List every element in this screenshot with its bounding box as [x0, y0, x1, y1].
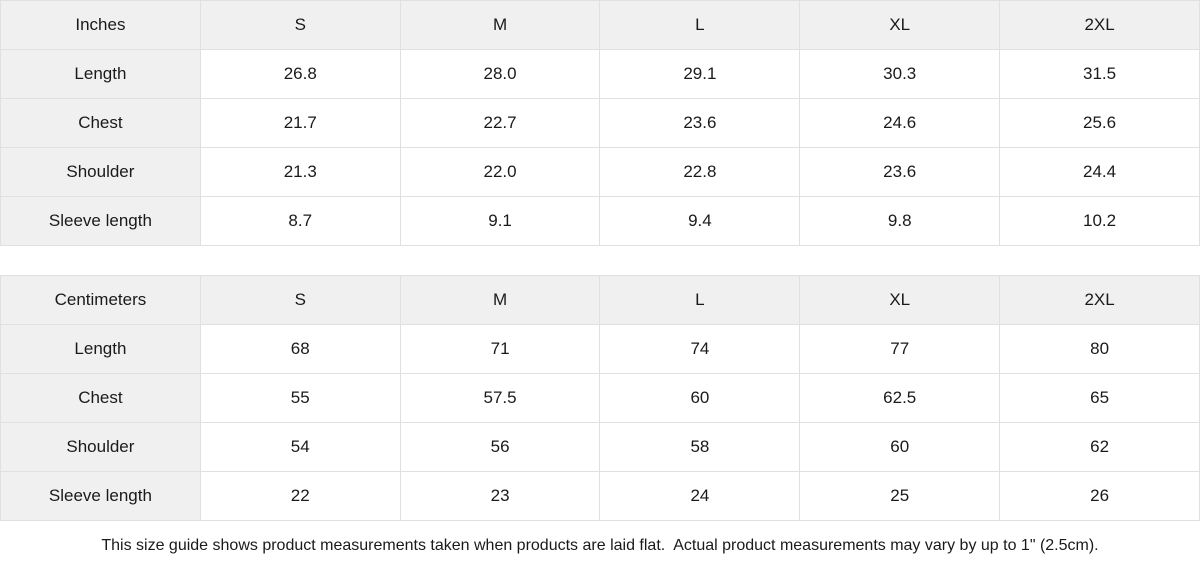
value-cell: 10.2	[999, 196, 1200, 246]
size-header-cell: 2XL	[999, 275, 1200, 325]
header-row: Inches S M L XL 2XL	[0, 0, 1200, 50]
value-cell: 22	[199, 471, 401, 521]
value-cell: 22.0	[399, 147, 601, 197]
row-label-cell: Length	[0, 324, 201, 374]
value-cell: 22.7	[399, 98, 601, 148]
size-header-cell: L	[599, 275, 801, 325]
measurement-row: Shoulder 21.3 22.0 22.8 23.6 24.4	[0, 147, 1200, 197]
value-cell: 30.3	[799, 49, 1001, 99]
inches-table: Inches S M L XL 2XL Length 26.8 28.0 29.1 30.3 31.5…	[0, 0, 1200, 246]
table-gap	[0, 246, 1200, 275]
value-cell: 57.5	[399, 373, 601, 423]
row-label-cell: Chest	[0, 98, 201, 148]
value-cell: 26	[999, 471, 1200, 521]
measurement-row: Shoulder 54 56 58 60 62	[0, 422, 1200, 472]
value-cell: 24.6	[799, 98, 1001, 148]
value-cell: 23.6	[799, 147, 1001, 197]
unit-header-cell: Centimeters	[0, 275, 201, 325]
value-cell: 23	[399, 471, 601, 521]
value-cell: 56	[399, 422, 601, 472]
value-cell: 25.6	[999, 98, 1200, 148]
value-cell: 24.4	[999, 147, 1200, 197]
value-cell: 29.1	[599, 49, 801, 99]
row-label-cell: Length	[0, 49, 201, 99]
value-cell: 22.8	[599, 147, 801, 197]
size-header-cell: L	[599, 0, 801, 50]
measurement-row: Sleeve length 22 23 24 25 26	[0, 471, 1200, 521]
value-cell: 58	[599, 422, 801, 472]
header-row: Centimeters S M L XL 2XL	[0, 275, 1200, 325]
row-label-cell: Sleeve length	[0, 471, 201, 521]
value-cell: 24	[599, 471, 801, 521]
row-label-cell: Shoulder	[0, 422, 201, 472]
row-label-cell: Sleeve length	[0, 196, 201, 246]
measurement-row: Chest 21.7 22.7 23.6 24.6 25.6	[0, 98, 1200, 148]
value-cell: 9.4	[599, 196, 801, 246]
value-cell: 31.5	[999, 49, 1200, 99]
value-cell: 8.7	[199, 196, 401, 246]
measurement-row: Length 26.8 28.0 29.1 30.3 31.5	[0, 49, 1200, 99]
value-cell: 54	[199, 422, 401, 472]
size-header-cell: XL	[799, 0, 1001, 50]
value-cell: 65	[999, 373, 1200, 423]
value-cell: 60	[799, 422, 1001, 472]
size-header-cell: S	[199, 0, 401, 50]
value-cell: 55	[199, 373, 401, 423]
value-cell: 26.8	[199, 49, 401, 99]
value-cell: 62	[999, 422, 1200, 472]
measurement-row: Sleeve length 8.7 9.1 9.4 9.8 10.2	[0, 196, 1200, 246]
row-label-cell: Shoulder	[0, 147, 201, 197]
row-label-cell: Chest	[0, 373, 201, 423]
size-header-cell: XL	[799, 275, 1001, 325]
value-cell: 21.3	[199, 147, 401, 197]
value-cell: 68	[199, 324, 401, 374]
value-cell: 71	[399, 324, 601, 374]
size-guide-note: This size guide shows product measuremen…	[0, 521, 1200, 571]
size-header-cell: 2XL	[999, 0, 1200, 50]
value-cell: 23.6	[599, 98, 801, 148]
unit-header-cell: Inches	[0, 0, 201, 50]
value-cell: 60	[599, 373, 801, 423]
measurement-row: Length 68 71 74 77 80	[0, 324, 1200, 374]
value-cell: 9.1	[399, 196, 601, 246]
size-header-cell: M	[399, 275, 601, 325]
value-cell: 62.5	[799, 373, 1001, 423]
centimeters-table: Centimeters S M L XL 2XL Length 68 71 74 77 80 Chest…	[0, 275, 1200, 521]
value-cell: 74	[599, 324, 801, 374]
value-cell: 80	[999, 324, 1200, 374]
size-header-cell: M	[399, 0, 601, 50]
size-header-cell: S	[199, 275, 401, 325]
measurement-row: Chest 55 57.5 60 62.5 65	[0, 373, 1200, 423]
value-cell: 28.0	[399, 49, 601, 99]
value-cell: 21.7	[199, 98, 401, 148]
value-cell: 9.8	[799, 196, 1001, 246]
value-cell: 77	[799, 324, 1001, 374]
value-cell: 25	[799, 471, 1001, 521]
